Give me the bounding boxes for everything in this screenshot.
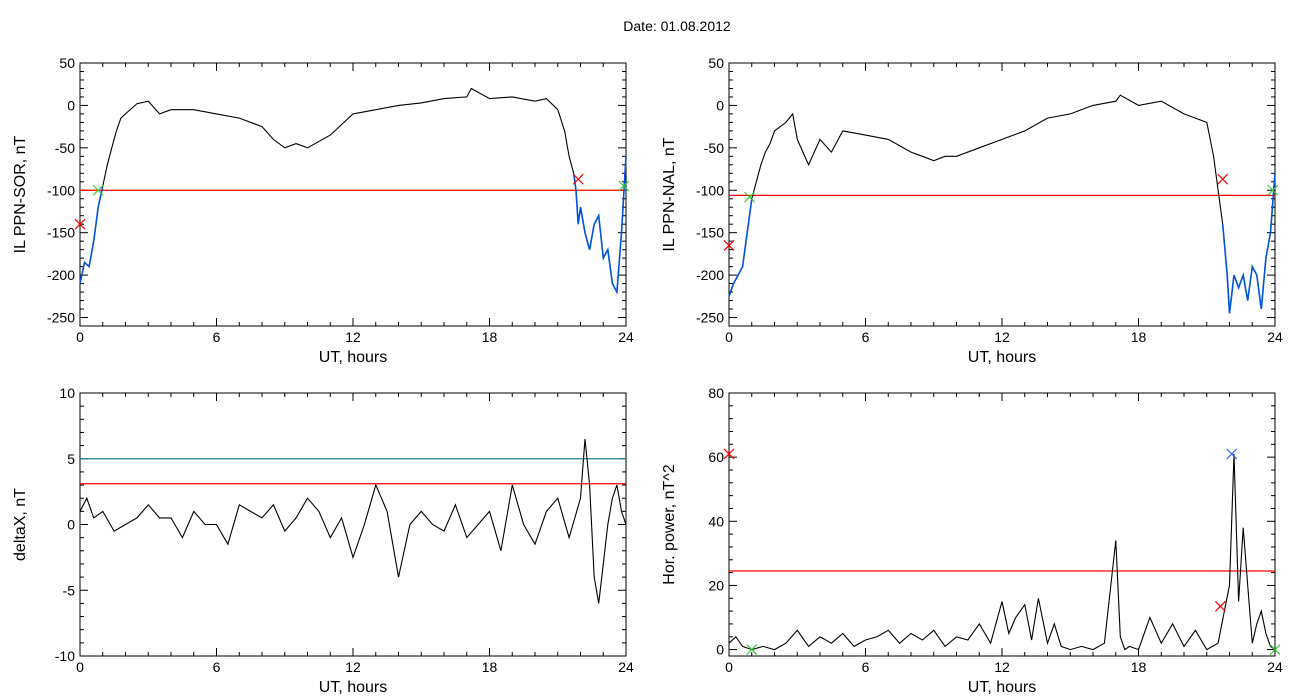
- x-tick-label: 6: [862, 329, 870, 345]
- series-highlight-segment: [728, 198, 753, 297]
- x-tick-label: 18: [482, 659, 498, 675]
- panel-deltax: 0 6 12 18 24 10 5 0 -5 -10 UT, hours deltaX, nT: [12, 385, 634, 696]
- x-marker: [1267, 184, 1279, 196]
- y-tick-label: -100: [696, 182, 724, 198]
- panel-hor-power: 0 6 12 18 24 80 60 40 20 0 UT, hours Hor. power, nT…: [661, 385, 1283, 696]
- y-tick-label: 5: [67, 451, 75, 467]
- x-marker-stroke: [1269, 644, 1281, 656]
- x-marker-stroke: [1226, 448, 1238, 460]
- page-title: Date: 01.08.2012: [623, 18, 731, 34]
- y-axis-label: deltaX, nT: [12, 488, 29, 561]
- x-marker-stroke: [1267, 184, 1279, 196]
- x-marker-stroke: [723, 239, 735, 251]
- x-axis-label: UT, hours: [319, 679, 387, 696]
- series-line: [79, 438, 627, 604]
- x-tick-label: 24: [1267, 329, 1283, 345]
- y-tick-label: -250: [696, 310, 724, 326]
- plot-frame: [79, 392, 627, 657]
- x-marker: [744, 191, 755, 203]
- y-tick-label: 0: [716, 642, 724, 658]
- x-marker: [74, 218, 86, 230]
- x-marker-stroke: [618, 180, 630, 192]
- x-tick-label: 24: [1267, 659, 1283, 675]
- y-tick-label: -150: [47, 225, 75, 241]
- x-marker: [723, 448, 735, 460]
- y-tick-label: 50: [59, 55, 75, 71]
- series-line: [728, 453, 1276, 651]
- x-tick-label: 18: [482, 329, 498, 345]
- panel-il-ppn-nal: 0 6 12 18 24 50 0 -50 -100 -150 -200 -250 UT, hours I…: [661, 55, 1283, 366]
- y-axis-label: IL PPN-SOR, nT: [12, 135, 29, 253]
- x-marker: [1226, 448, 1238, 460]
- plot-frame: [728, 62, 1276, 327]
- x-axis-label: UT, hours: [968, 349, 1036, 366]
- x-tick-label: 6: [862, 659, 870, 675]
- x-tick-label: 0: [725, 329, 733, 345]
- y-tick-label: 20: [708, 577, 724, 593]
- x-marker-stroke: [1214, 600, 1226, 612]
- x-tick-label: 24: [618, 659, 634, 675]
- x-marker: [1214, 600, 1226, 612]
- y-tick-label: 0: [67, 97, 75, 113]
- x-tick-label: 6: [213, 329, 221, 345]
- x-marker-stroke: [74, 218, 86, 230]
- x-marker-stroke: [572, 173, 584, 185]
- x-tick-label: 6: [213, 659, 221, 675]
- y-tick-label: 10: [59, 385, 75, 401]
- x-marker: [746, 644, 758, 656]
- x-tick-label: 12: [345, 329, 361, 345]
- y-tick-label: -50: [704, 140, 724, 156]
- x-marker: [92, 184, 104, 196]
- plot-frame: [79, 62, 627, 327]
- x-marker-stroke: [746, 644, 758, 656]
- x-tick-label: 24: [618, 329, 634, 345]
- x-marker: [1269, 644, 1281, 656]
- x-tick-label: 12: [994, 329, 1010, 345]
- x-tick-label: 18: [1131, 329, 1147, 345]
- y-tick-label: 40: [708, 513, 724, 529]
- y-tick-label: -200: [696, 267, 724, 283]
- x-tick-label: 0: [76, 659, 84, 675]
- y-tick-label: 50: [708, 55, 724, 71]
- y-tick-label: -10: [55, 648, 75, 664]
- x-marker-stroke: [1217, 173, 1229, 185]
- x-axis-label: UT, hours: [968, 679, 1036, 696]
- x-marker-stroke: [723, 448, 735, 460]
- x-tick-label: 0: [76, 329, 84, 345]
- x-marker-stroke: [744, 191, 755, 203]
- x-tick-label: 18: [1131, 659, 1147, 675]
- x-marker: [572, 173, 584, 185]
- y-tick-label: 60: [708, 449, 724, 465]
- x-tick-label: 0: [725, 659, 733, 675]
- y-tick-label: -100: [47, 182, 75, 198]
- x-marker: [723, 239, 735, 251]
- series-highlight-segment: [79, 185, 104, 284]
- y-axis-label: Hor. power, nT^2: [661, 464, 678, 585]
- y-axis-label: IL PPN-NAL, nT: [661, 137, 678, 251]
- y-tick-label: 0: [716, 97, 724, 113]
- y-tick-label: 0: [67, 517, 75, 533]
- panel-il-ppn-sor: 0 6 12 18 24 50 0 -50 -100 -150 -200 -250 UT, hours I…: [12, 55, 634, 366]
- y-tick-label: 80: [708, 385, 724, 401]
- y-tick-label: -250: [47, 310, 75, 326]
- y-tick-label: -50: [55, 140, 75, 156]
- x-tick-label: 12: [345, 659, 361, 675]
- y-tick-label: -150: [696, 225, 724, 241]
- series-line: [728, 94, 1276, 314]
- series-highlight-segment: [572, 156, 627, 295]
- x-tick-label: 12: [994, 659, 1010, 675]
- y-tick-label: -5: [63, 582, 76, 598]
- plot-frame: [728, 392, 1276, 657]
- series-highlight-segment: [1221, 173, 1276, 314]
- x-marker: [618, 180, 630, 192]
- y-tick-label: -200: [47, 267, 75, 283]
- x-marker: [1217, 173, 1229, 185]
- x-marker-stroke: [92, 184, 104, 196]
- x-axis-label: UT, hours: [319, 349, 387, 366]
